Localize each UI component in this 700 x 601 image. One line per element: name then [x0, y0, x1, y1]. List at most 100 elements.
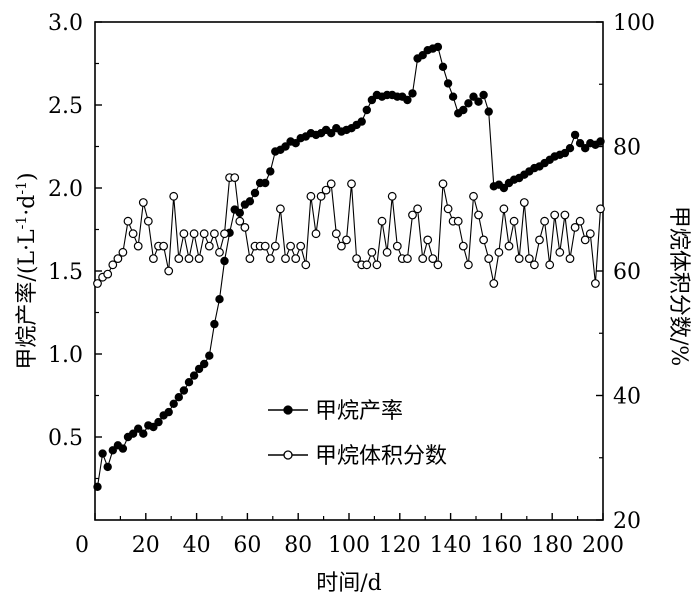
methane-fraction-point [270, 241, 280, 251]
methane-fraction-point [494, 247, 504, 257]
x-tick-label: 120 [379, 533, 421, 558]
y-left-label-part: 甲烷产率/(L·L [15, 229, 40, 370]
y-right-tick-label: 20 [613, 509, 641, 534]
methane-rate-point [570, 130, 580, 140]
x-tick-label: 180 [531, 533, 573, 558]
y-right-tick-label: 100 [613, 11, 655, 36]
methane-fraction-point [347, 179, 356, 189]
methane-fraction-point [479, 235, 489, 245]
methane-fraction-point [535, 235, 544, 245]
methane-fraction-point [337, 241, 346, 251]
methane-rate-point [464, 99, 473, 108]
methane-fraction-point [199, 229, 209, 239]
methane-fraction-point [133, 241, 143, 251]
methane-rate-point [438, 62, 448, 72]
methane-rate-point [210, 319, 219, 329]
methane-fraction-point [367, 247, 377, 257]
methane-rate-point [245, 197, 255, 206]
methane-fraction-point [189, 229, 199, 239]
methane-rate-point [179, 386, 189, 395]
methane-rate-point [98, 449, 107, 458]
methane-fraction-point [103, 269, 113, 279]
methane-rate-point [418, 51, 427, 60]
x-tick-label: 200 [582, 533, 624, 558]
methane-fraction-point [148, 254, 158, 264]
methane-rate-point [250, 188, 260, 198]
x-tick-label: 20 [132, 533, 160, 558]
methane-rate-point [93, 482, 102, 491]
y-right-tick-label: 60 [613, 260, 641, 285]
x-tick-label: 140 [430, 533, 472, 558]
methane-fraction-point [93, 279, 102, 288]
methane-fraction-point [570, 222, 580, 232]
methane-fraction-point [113, 254, 123, 264]
x-tick-label: 40 [183, 533, 211, 558]
methane-fraction-point [474, 210, 483, 220]
methane-rate-point [291, 138, 300, 148]
methane-fraction-point [362, 260, 372, 270]
methane-rate-point [103, 462, 112, 472]
methane-fraction-point [209, 229, 219, 239]
methane-rate-point [367, 95, 377, 105]
methane-rate-point [499, 183, 509, 193]
methane-fraction-point [443, 204, 453, 214]
methane-fraction-point [215, 247, 224, 257]
methane-rate-point [128, 429, 138, 438]
methane-rate-point [408, 89, 417, 98]
methane-fraction-line [97, 177, 602, 284]
methane-rate-point [118, 444, 128, 453]
methane-rate-point [215, 295, 224, 304]
methane-rate-point [133, 424, 143, 433]
methane-fraction-point [413, 204, 423, 214]
methane-rate-point [560, 148, 570, 158]
x-tick-label: 160 [480, 533, 522, 558]
methane-fraction-point [164, 266, 174, 276]
y-left-label-part: ·d [15, 195, 40, 216]
y-left-axis-label: 甲烷产率/(L·L-1·d-1) [14, 172, 40, 369]
methane-fraction-point [108, 260, 118, 270]
methane-fraction-point [240, 222, 250, 232]
methane-rate-point [575, 138, 585, 148]
methane-fraction-point [418, 254, 428, 264]
methane-fraction-point [484, 254, 494, 264]
methane-fraction-point [281, 254, 290, 264]
methane-fraction-point [326, 179, 336, 189]
methane-fraction-point [321, 185, 331, 195]
methane-rate-point [327, 128, 336, 138]
y-right-tick-label: 40 [613, 385, 641, 410]
methane-fraction-point [489, 279, 499, 288]
methane-fraction-point [174, 254, 184, 264]
methane-fraction-point [194, 254, 204, 264]
y-left-tick-label: 2.0 [48, 177, 83, 202]
methane-rate-point [469, 92, 478, 101]
legend-marker [283, 450, 293, 460]
y-left-label-superscript: -1 [14, 216, 30, 230]
x-tick-label: 60 [233, 533, 261, 558]
methane-fraction-point [433, 260, 443, 270]
methane-rate-point [235, 208, 244, 218]
methane-fraction-point [235, 216, 245, 226]
methane-fraction-point [204, 241, 214, 251]
methane-fraction-point [276, 204, 285, 214]
methane-fraction-point [509, 216, 519, 226]
methane-fraction-point [352, 254, 362, 264]
methane-fraction-point [550, 210, 560, 220]
methane-rate-point [194, 364, 204, 374]
methane-fraction-point [453, 216, 463, 226]
methane-fraction-point [585, 229, 595, 239]
y-left-tick-label: 1.0 [48, 343, 83, 368]
methane-fraction-point [464, 260, 473, 270]
methane-rate-point [184, 378, 194, 387]
methane-fraction-point [260, 241, 270, 251]
methane-fraction-point [220, 229, 229, 239]
methane-fraction-point [382, 247, 392, 257]
methane-fraction-point [499, 204, 509, 214]
methane-fraction-point [438, 179, 448, 189]
methane-rate-point [149, 422, 158, 432]
methane-fraction-point [530, 260, 539, 270]
methane-fraction-point [245, 254, 255, 264]
y-left-tick-label: 3.0 [48, 11, 83, 36]
methane-fraction-point [519, 198, 529, 207]
